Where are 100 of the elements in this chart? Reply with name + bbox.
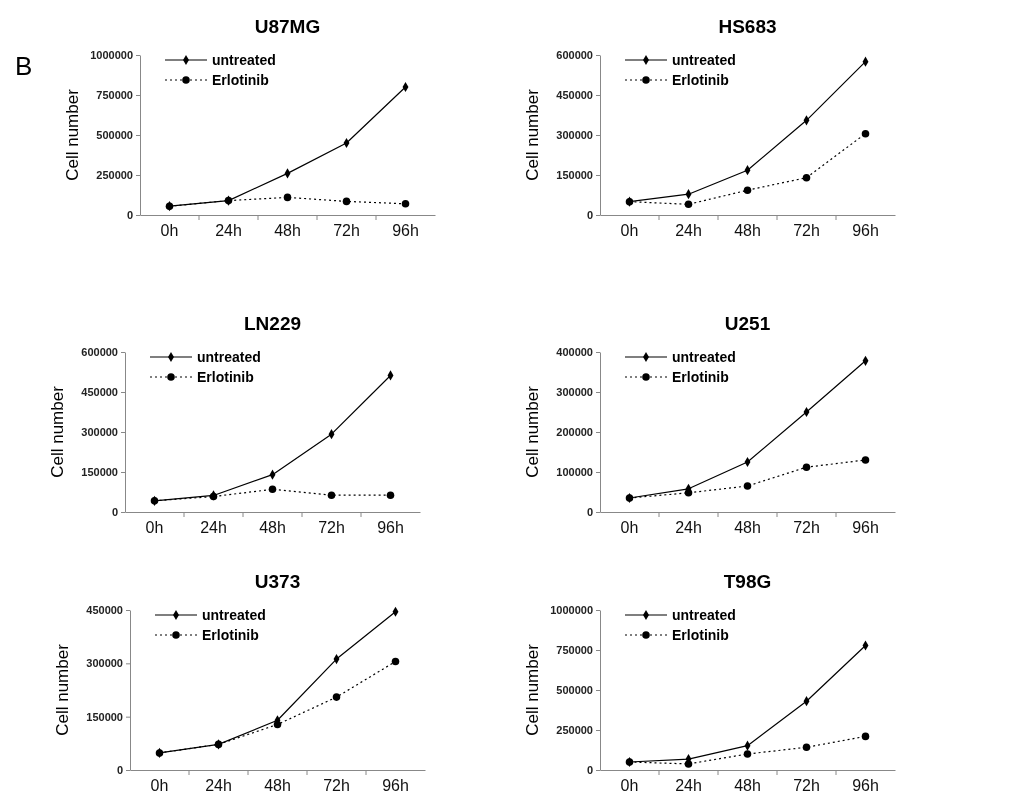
legend-label: Erlotinib	[202, 627, 259, 643]
y-tick-label: 0	[586, 209, 593, 222]
legend-label: Erlotinib	[672, 627, 729, 643]
y-tick-label: 300000	[81, 426, 118, 439]
x-tick-label: 96h	[852, 519, 879, 537]
x-tick-label: 72h	[793, 777, 820, 792]
y-tick-label: 0	[111, 506, 118, 519]
point	[332, 693, 341, 701]
y-axis-title: Cell number	[48, 385, 67, 478]
chart-title: HS683	[718, 16, 777, 37]
legend-label: Erlotinib	[197, 369, 254, 385]
x-tick-label: 96h	[852, 222, 879, 240]
x-tick-label: 48h	[734, 519, 761, 537]
x-tick-label: 96h	[382, 777, 409, 792]
legend-label: untreated	[672, 607, 736, 623]
x-tick-label: 72h	[323, 777, 350, 792]
legend-label: untreated	[202, 607, 266, 623]
point	[684, 200, 693, 209]
x-tick-label: 24h	[675, 519, 702, 537]
y-tick-label: 600000	[556, 49, 593, 62]
point	[327, 491, 336, 499]
point	[861, 129, 870, 138]
point	[386, 491, 395, 499]
y-tick-label: 0	[586, 764, 593, 777]
point	[342, 197, 351, 206]
text: B	[15, 51, 33, 81]
chart-title: LN229	[243, 313, 302, 334]
x-tick-label: 48h	[259, 519, 286, 537]
chart-title: U251	[724, 313, 771, 334]
y-axis-title: Cell number	[523, 643, 542, 736]
y-tick-label: 1000000	[550, 604, 593, 617]
x-tick-label: 48h	[734, 222, 761, 240]
point	[861, 732, 870, 741]
y-tick-label: 300000	[556, 386, 593, 399]
point	[268, 485, 277, 494]
legend-label: Erlotinib	[672, 369, 729, 385]
y-axis-title: Cell number	[63, 88, 82, 181]
y-tick-label: 750000	[556, 644, 593, 657]
y-tick-label: 250000	[556, 724, 593, 737]
y-tick-label: 750000	[96, 89, 133, 102]
point	[283, 193, 292, 202]
y-tick-label: 100000	[556, 466, 593, 479]
point	[684, 489, 693, 497]
y-tick-label: 0	[586, 506, 593, 519]
y-tick-label: 150000	[86, 710, 123, 723]
y-tick-label: 600000	[81, 346, 118, 359]
point	[743, 750, 752, 758]
y-tick-label: 0	[116, 764, 123, 777]
chart-title: U87MG	[254, 16, 321, 37]
y-tick-label: 450000	[86, 604, 123, 617]
y-tick-label: 450000	[556, 89, 593, 102]
point	[861, 456, 870, 464]
x-tick-label: 0h	[150, 777, 169, 792]
y-tick-label: 500000	[556, 684, 593, 697]
x-tick-label: 0h	[145, 519, 164, 537]
point	[273, 720, 282, 729]
chart-title: T98G	[723, 571, 772, 592]
point	[802, 743, 811, 752]
x-tick-label: 96h	[852, 777, 879, 792]
legend-label: untreated	[212, 52, 276, 68]
x-tick-label: 48h	[264, 777, 291, 792]
chart-title: U373	[254, 571, 301, 592]
y-tick-label: 250000	[96, 169, 133, 182]
x-tick-label: 0h	[620, 777, 639, 792]
point	[743, 482, 752, 490]
x-tick-label: 48h	[734, 777, 761, 792]
x-tick-label: 24h	[215, 222, 242, 240]
x-tick-label: 72h	[333, 222, 360, 240]
legend-label: untreated	[672, 349, 736, 365]
legend-label: untreated	[672, 52, 736, 68]
x-tick-label: 24h	[200, 519, 227, 537]
legend-label: Erlotinib	[672, 72, 729, 88]
y-tick-label: 0	[126, 209, 133, 222]
y-tick-label: 450000	[81, 386, 118, 399]
x-tick-label: 24h	[675, 777, 702, 792]
x-tick-label: 0h	[620, 222, 639, 240]
y-axis-title: Cell number	[523, 385, 542, 478]
x-tick-label: 72h	[793, 519, 820, 537]
y-axis-title: Cell number	[53, 643, 72, 736]
point	[391, 657, 400, 666]
x-tick-label: 0h	[160, 222, 179, 240]
point	[802, 463, 811, 471]
y-tick-label: 200000	[556, 426, 593, 439]
x-tick-label: 96h	[392, 222, 419, 240]
point	[401, 200, 410, 208]
x-tick-label: 72h	[318, 519, 345, 537]
y-tick-label: 150000	[556, 169, 593, 182]
legend-label: untreated	[197, 349, 261, 365]
y-axis-title: Cell number	[523, 88, 542, 181]
point	[743, 186, 752, 194]
y-tick-label: 150000	[81, 466, 118, 479]
x-tick-label: 24h	[675, 222, 702, 240]
y-tick-label: 300000	[86, 657, 123, 670]
point	[684, 760, 693, 768]
point	[802, 173, 811, 182]
y-tick-label: 1000000	[90, 49, 133, 62]
y-tick-label: 400000	[556, 346, 593, 359]
legend-label: Erlotinib	[212, 72, 269, 88]
x-tick-label: 96h	[377, 519, 404, 537]
y-tick-label: 500000	[96, 129, 133, 142]
